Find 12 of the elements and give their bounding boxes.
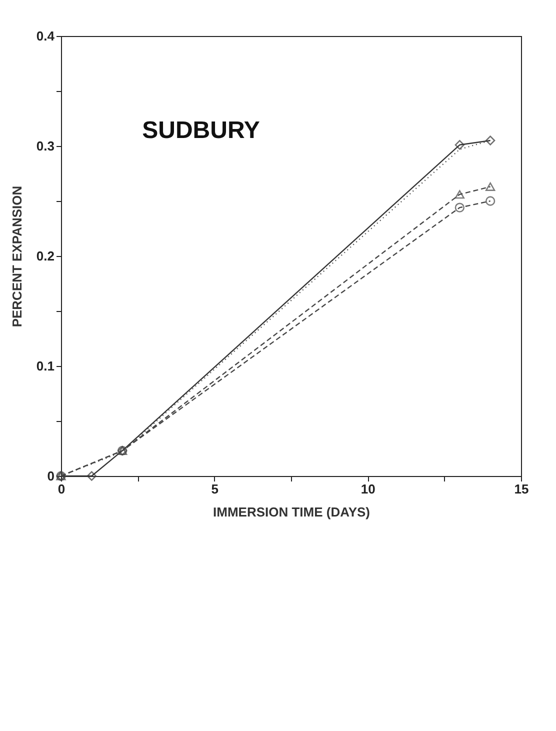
y-tick-label: 0.4 xyxy=(36,28,56,44)
x-tick-label: 0 xyxy=(58,482,66,496)
x-axis-title: IMMERSION TIME (DAYS) xyxy=(213,504,370,520)
x-tick-label: 10 xyxy=(360,482,376,496)
y-axis-title: PERCENT EXPANSION xyxy=(9,186,24,328)
y-tick-label: 0.3 xyxy=(36,138,54,154)
y-tick-label: 0 xyxy=(47,468,54,484)
x-tick-label: 15 xyxy=(514,482,529,496)
y-tick-label: 0.2 xyxy=(36,248,54,264)
y-tick-label: 0.1 xyxy=(36,358,54,374)
x-tick-label: 5 xyxy=(211,482,218,496)
annotation: SUDBURY xyxy=(142,117,260,144)
